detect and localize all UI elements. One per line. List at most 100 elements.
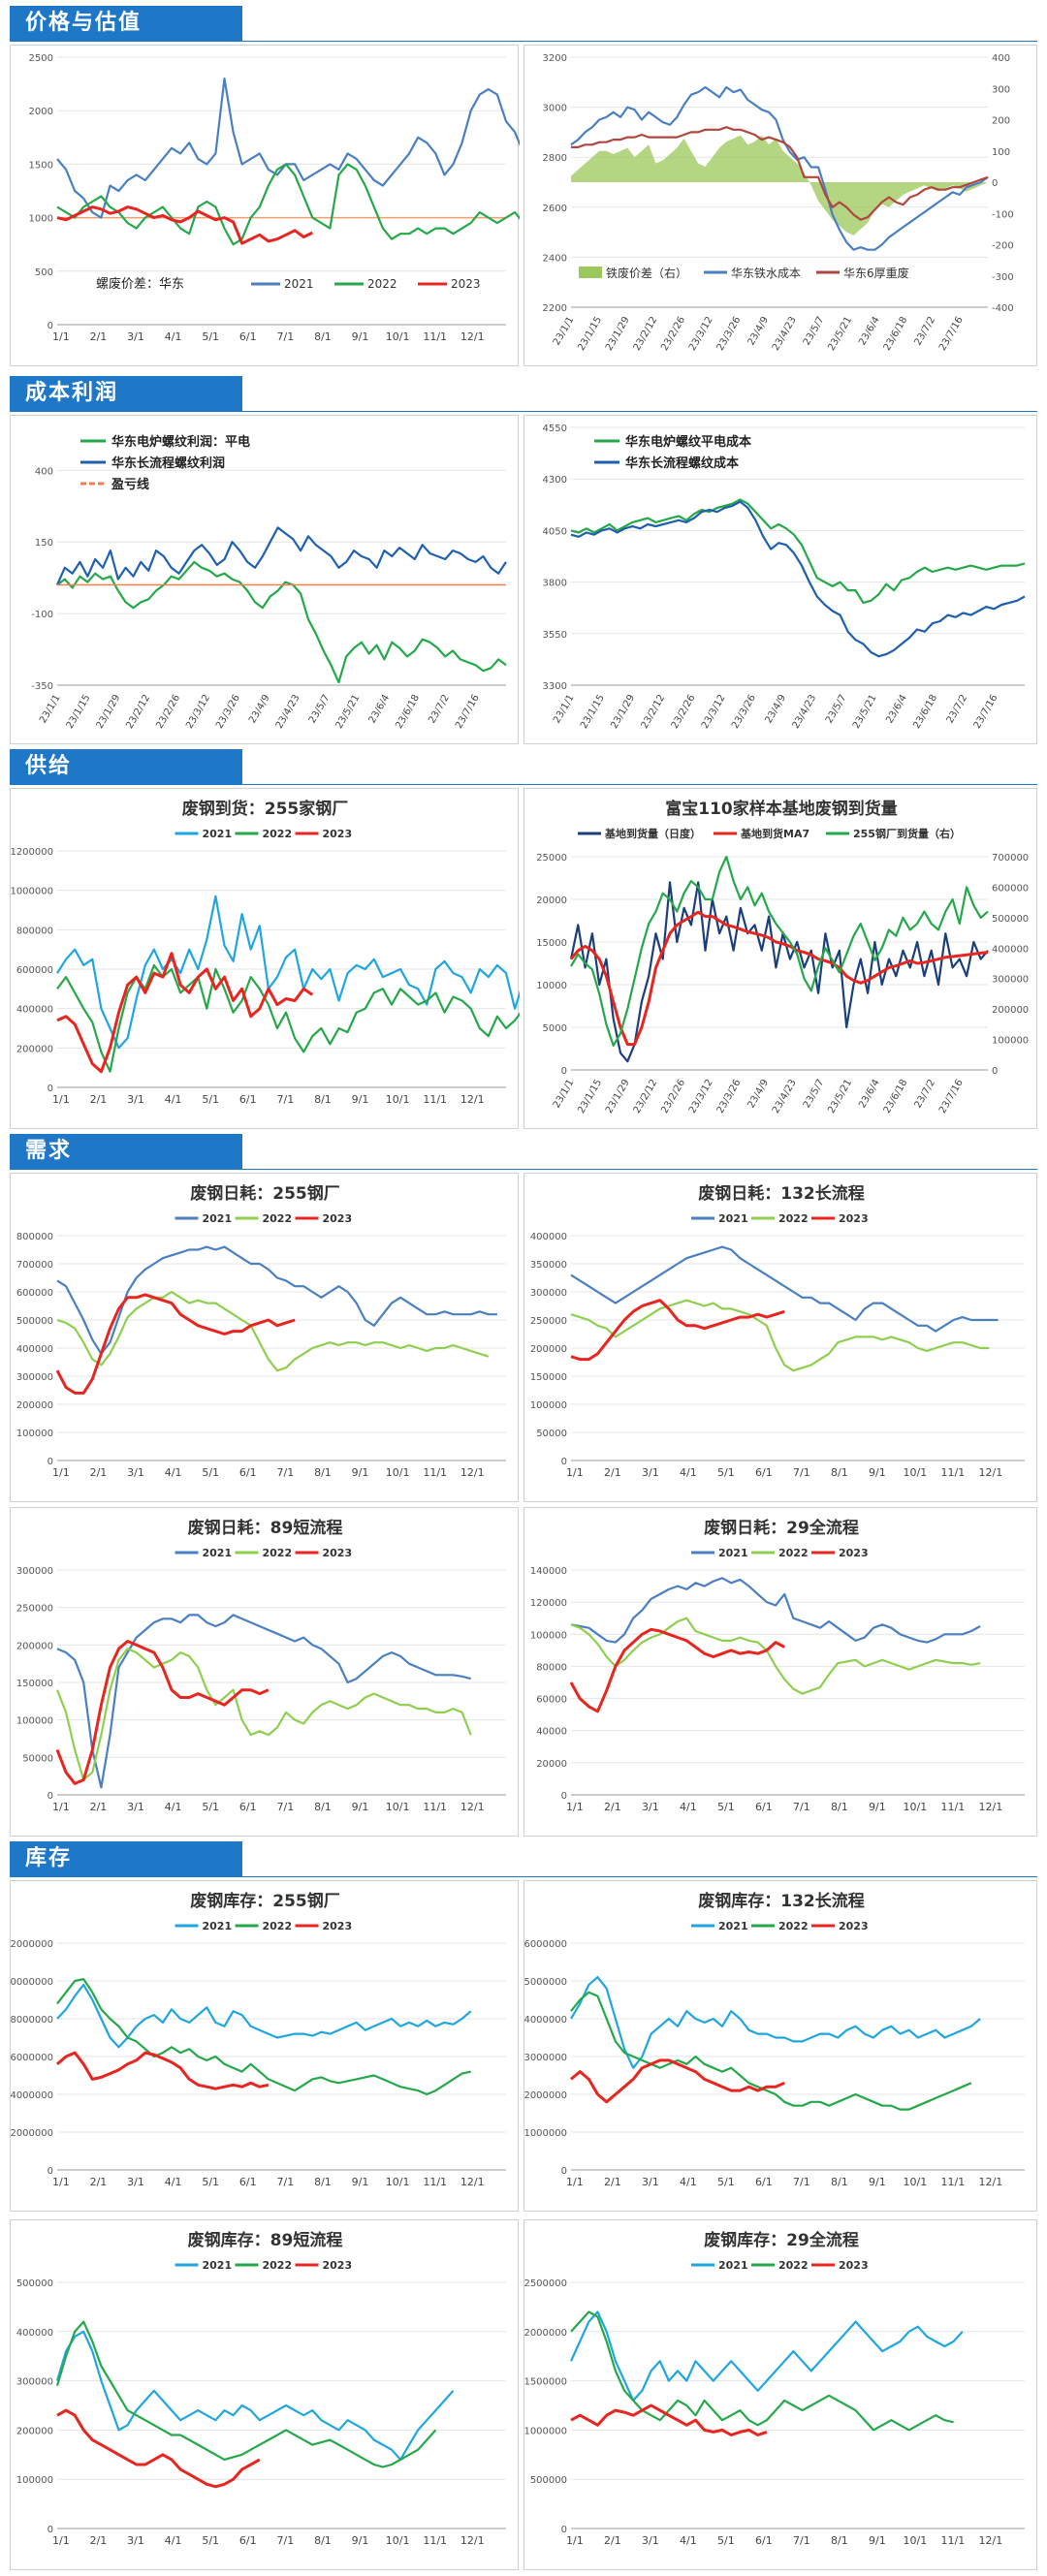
x-tick-label: 12/1: [979, 1801, 1003, 1813]
x-tick-label: 5/1: [202, 1093, 219, 1106]
x-tick-label: 12/1: [460, 330, 485, 343]
x-tick-label: 23/1/1: [38, 693, 63, 725]
x-tick-label: 4/1: [165, 330, 182, 343]
x-tick-label: 4/1: [680, 2176, 697, 2188]
y-tick-label: -350: [31, 681, 53, 692]
x-tick-label: 23/3/12: [700, 693, 728, 731]
y-right-tick-label: 300: [992, 84, 1010, 95]
x-tick-label: 11/1: [423, 1466, 447, 1479]
y-tick-label: 4000000: [11, 2090, 53, 2101]
x-tick-label: 10/1: [386, 1801, 410, 1813]
chart-panel-d4: 废钢日耗：29全流程 0 20000 40000 60000 80000 100000 120…: [524, 1507, 1037, 1837]
x-tick-label: 23/4/23: [274, 693, 302, 731]
y-tick-label: 2400: [543, 253, 567, 264]
x-tick-label: 23/1/29: [604, 1078, 632, 1115]
y-tick-label: 2500000: [524, 2278, 567, 2289]
x-tick-label: 6/1: [755, 1801, 773, 1813]
x-tick-label: 3/1: [127, 2534, 144, 2547]
legend-label: 华东6厚重废: [843, 266, 909, 280]
y-tick-label: 40000: [536, 1727, 567, 1738]
y-tick-label: 2000000: [524, 2328, 567, 2339]
x-tick-label: 23/4/9: [746, 315, 772, 347]
y-tick-label: 500000: [530, 2475, 567, 2486]
x-tick-label: 9/1: [352, 1801, 369, 1813]
chart-annotation: 螺废价差：华东: [96, 276, 184, 292]
y-right-tick-label: 700000: [992, 853, 1029, 864]
series-line: [56, 1983, 472, 2049]
y-tick-label: 5000000: [524, 1977, 567, 1988]
x-tick-label: 4/1: [165, 1801, 182, 1813]
y-tick-label: 0: [48, 1084, 53, 1094]
section-rule: [10, 1169, 1037, 1170]
x-tick-label: 11/1: [941, 1466, 966, 1479]
legend-label: 盈亏线: [111, 477, 149, 492]
y-right-tick-label: 400000: [992, 944, 1029, 955]
x-tick-label: 9/1: [352, 2176, 369, 2188]
x-tick-label: 9/1: [352, 330, 369, 343]
x-tick-label: 9/1: [869, 1466, 886, 1479]
legend-label: 2022: [778, 2259, 809, 2272]
y-tick-label: 0: [561, 1791, 567, 1802]
x-tick-label: 23/1/15: [576, 315, 604, 353]
series-line: [570, 1617, 981, 1695]
x-tick-label: 23/2/12: [124, 693, 152, 731]
y-tick-label: 100000: [530, 1400, 567, 1411]
legend-label: 华东长流程螺纹利润: [111, 456, 225, 471]
series-line: [56, 1290, 490, 1372]
x-tick-label: 7/1: [793, 2534, 810, 2547]
x-tick-label: 23/4/23: [771, 315, 799, 353]
x-tick-label: 10/1: [386, 2534, 410, 2547]
x-tick-label: 6/1: [755, 1466, 773, 1479]
x-tick-label: 4/1: [165, 1466, 182, 1479]
chart-title: 废钢库存：89短流程: [188, 2230, 343, 2250]
y-tick-label: 0: [48, 2525, 53, 2535]
x-tick-label: 5/1: [202, 1466, 219, 1479]
x-tick-label: 23/2/12: [640, 693, 668, 731]
x-tick-label: 8/1: [314, 1466, 332, 1479]
y-tick-label: 200000: [16, 1400, 53, 1411]
chart-title: 富宝110家样本基地废钢到货量: [665, 799, 898, 819]
chart-panel-d3: 废钢日耗：89短流程 0 50000 100000 150000 200000 250000…: [10, 1507, 519, 1837]
x-tick-label: 12/1: [460, 2534, 485, 2547]
x-tick-label: 23/7/16: [454, 693, 482, 731]
y-tick-label: 700000: [16, 1260, 53, 1271]
x-tick-label: 23/5/7: [307, 693, 333, 725]
chart-panel-p2: 2200 2400 2600 2800 3000 3200 -400 -300 -200 -100…: [524, 45, 1037, 366]
series-line: [56, 2051, 270, 2090]
chart-p2: 220024002600280030003200-400-300-200-100…: [543, 53, 1014, 353]
x-tick-label: 8/1: [831, 1801, 848, 1813]
chart-panel-k1: 废钢库存：255钢厂 0 2000000 4000000 6000000 8000000 1…: [10, 1880, 519, 2212]
x-tick-label: 2/1: [604, 2176, 621, 2188]
series-line: [570, 2310, 954, 2432]
y-tick-label: 1000000: [11, 887, 53, 897]
y-tick-label: 4000000: [524, 2015, 567, 2026]
legend-label: 2022: [778, 1547, 809, 1559]
x-tick-label: 6/1: [239, 1801, 257, 1813]
x-tick-label: 1/1: [566, 2176, 584, 2188]
y-tick-label: 300000: [530, 1288, 567, 1299]
y-tick-label: 100000: [16, 2475, 53, 2486]
x-tick-label: 12/1: [460, 1801, 485, 1813]
x-tick-label: 3/1: [127, 1801, 144, 1813]
x-tick-label: 23/1/29: [604, 315, 632, 353]
legend-label: 2021: [203, 828, 233, 840]
x-tick-label: 2/1: [90, 1801, 108, 1813]
y-tick-label: 200000: [16, 2426, 53, 2436]
chart-panel-s1: 废钢到货：255家钢厂 0 200000 400000 600000 800000 1000…: [10, 788, 520, 1129]
y-tick-label: 150000: [16, 1679, 53, 1689]
x-tick-label: 9/1: [869, 2534, 886, 2547]
legend-label: 2023: [839, 1212, 869, 1225]
x-tick-label: 11/1: [423, 1093, 447, 1106]
legend-label: 2023: [323, 2259, 353, 2272]
section-rule: [10, 41, 1037, 42]
x-tick-label: 23/7/2: [913, 315, 938, 347]
legend-label: 2023: [323, 1212, 353, 1225]
x-tick-label: 10/1: [904, 1801, 928, 1813]
y-tick-label: 1000000: [524, 2128, 567, 2139]
x-tick-label: 23/2/12: [632, 1078, 660, 1115]
y-tick-label: 500: [35, 267, 53, 278]
y-right-tick-label: 200000: [992, 1005, 1029, 1016]
x-tick-label: 5/1: [202, 2176, 219, 2188]
x-tick-label: 6/1: [239, 1093, 257, 1106]
x-tick-label: 23/4/23: [791, 693, 819, 731]
